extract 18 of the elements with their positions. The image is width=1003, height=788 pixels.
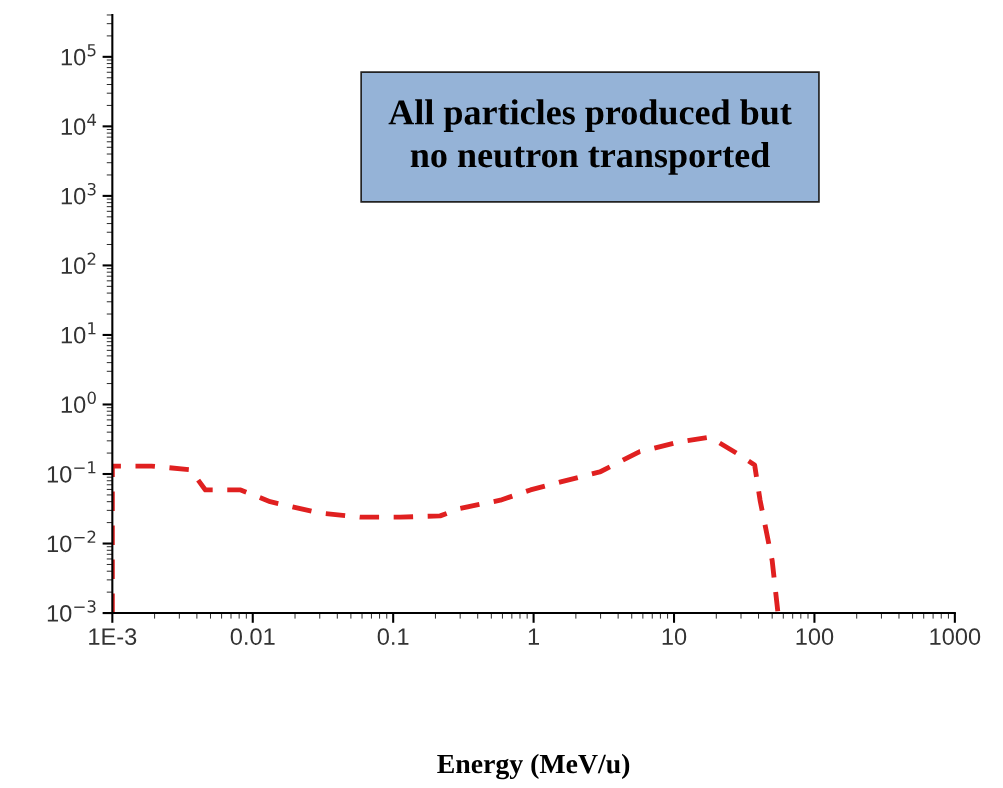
y-tick-label: 10$^{−2}$ [47, 530, 96, 553]
x-axis-title: Energy (MeV/u) [437, 753, 630, 780]
x-tick-label: 1 [528, 628, 540, 645]
y-tick-label: 10$^{4}$ [61, 113, 97, 135]
y-tick-label: 10$^{−3}$ [47, 600, 96, 622]
x-tick-label: 1000 [930, 628, 981, 645]
x-tick-label: 0.1 [377, 628, 409, 645]
x-tick-label: 100 [796, 628, 834, 645]
y-tick-label: 10$^{0}$ [61, 391, 96, 414]
y-tick-label: 10$^{3}$ [61, 182, 96, 205]
x-tick-label: 10 [662, 628, 687, 645]
x-tick-label: 1E-3 [89, 628, 137, 645]
y-tick-label: 10$^{2}$ [61, 252, 96, 275]
y-tick-label: 10$^{1}$ [61, 322, 96, 344]
y-tick-label: 10$^{−1}$ [47, 461, 96, 483]
x-tick-label: 0.01 [230, 628, 275, 645]
y-tick-label: 10$^{5}$ [61, 44, 96, 66]
annotation: All particles produced but no neutron transported [388, 99, 792, 175]
